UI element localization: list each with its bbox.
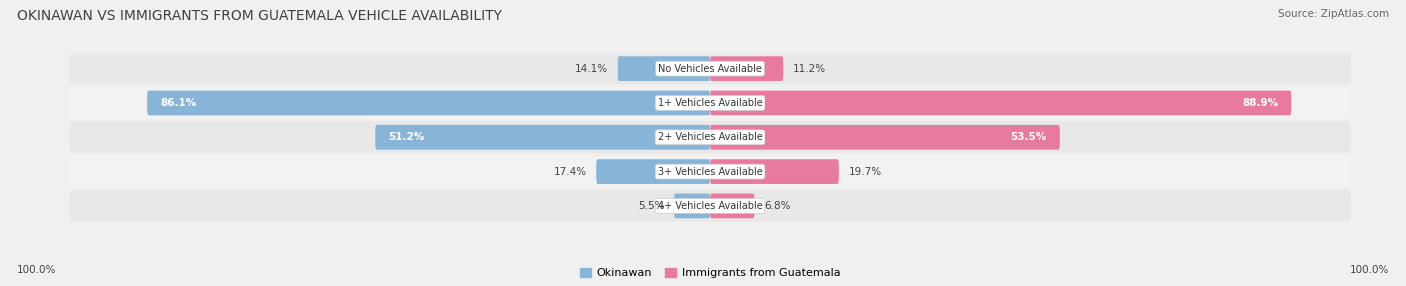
Text: 100.0%: 100.0% [17,265,56,275]
Text: 88.9%: 88.9% [1241,98,1278,108]
Text: No Vehicles Available: No Vehicles Available [658,64,762,74]
Text: 14.1%: 14.1% [575,64,607,74]
FancyBboxPatch shape [69,122,1351,153]
FancyBboxPatch shape [69,87,1351,119]
Text: 100.0%: 100.0% [1350,265,1389,275]
FancyBboxPatch shape [710,125,1060,150]
Text: 86.1%: 86.1% [160,98,197,108]
Text: 4+ Vehicles Available: 4+ Vehicles Available [658,201,762,211]
Text: 3+ Vehicles Available: 3+ Vehicles Available [658,167,762,176]
Text: 51.2%: 51.2% [388,132,425,142]
FancyBboxPatch shape [69,190,1351,222]
Text: 11.2%: 11.2% [793,64,827,74]
FancyBboxPatch shape [596,159,710,184]
Text: 17.4%: 17.4% [554,167,586,176]
Text: 6.8%: 6.8% [765,201,790,211]
Text: 53.5%: 53.5% [1011,132,1046,142]
Text: OKINAWAN VS IMMIGRANTS FROM GUATEMALA VEHICLE AVAILABILITY: OKINAWAN VS IMMIGRANTS FROM GUATEMALA VE… [17,9,502,23]
Text: 19.7%: 19.7% [849,167,882,176]
Text: 5.5%: 5.5% [638,201,664,211]
Text: Source: ZipAtlas.com: Source: ZipAtlas.com [1278,9,1389,19]
FancyBboxPatch shape [617,56,710,81]
FancyBboxPatch shape [710,194,755,218]
FancyBboxPatch shape [375,125,710,150]
Text: 1+ Vehicles Available: 1+ Vehicles Available [658,98,762,108]
FancyBboxPatch shape [710,91,1291,115]
Legend: Okinawan, Immigrants from Guatemala: Okinawan, Immigrants from Guatemala [575,263,845,283]
FancyBboxPatch shape [69,53,1351,84]
FancyBboxPatch shape [148,91,710,115]
FancyBboxPatch shape [710,56,783,81]
FancyBboxPatch shape [710,159,839,184]
FancyBboxPatch shape [69,156,1351,187]
FancyBboxPatch shape [673,194,710,218]
Text: 2+ Vehicles Available: 2+ Vehicles Available [658,132,762,142]
